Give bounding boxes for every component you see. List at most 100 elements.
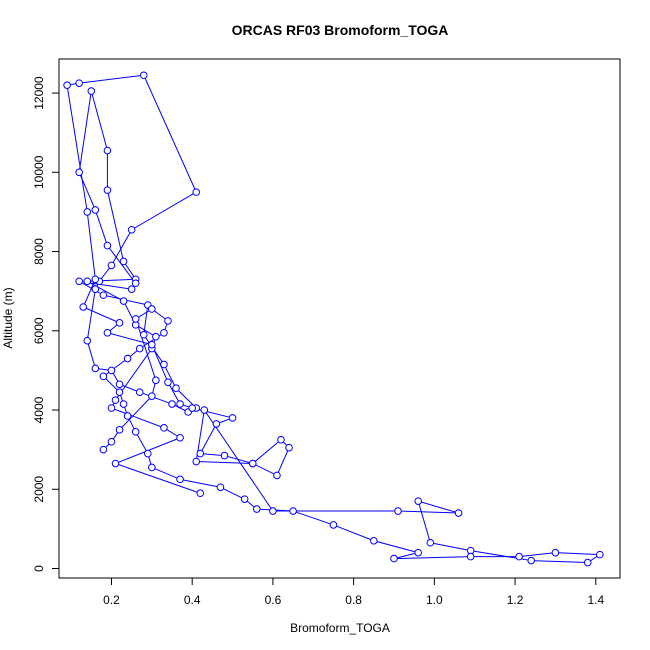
series-segment <box>373 540 419 554</box>
data-point <box>192 188 201 196</box>
y-axis: 0 2000 4000 6000 8000 10000 12000 <box>32 76 60 572</box>
data-point <box>228 414 237 422</box>
series-segment <box>94 209 108 246</box>
data-point <box>426 538 435 547</box>
data-point <box>123 412 132 420</box>
data-point <box>83 277 92 286</box>
x-axis: 0.2 0.4 0.6 0.8 1.0 1.2 1.4 <box>103 577 604 607</box>
series-segment <box>163 364 177 389</box>
y-tick-label: 2000 <box>32 476 46 503</box>
series-segment <box>200 453 225 457</box>
series-segment <box>86 289 96 341</box>
series-segment <box>393 556 471 560</box>
x-axis-label: Bromoform_TOGA <box>290 621 390 635</box>
data-point <box>148 392 156 400</box>
y-tick-label: 0 <box>32 565 46 572</box>
data-series <box>63 71 604 567</box>
data-point <box>103 186 112 194</box>
data-point <box>119 257 128 266</box>
data-point <box>454 509 463 517</box>
series-segment <box>79 74 144 84</box>
series-segment <box>135 324 157 338</box>
data-point <box>87 87 96 95</box>
series-segment <box>66 85 88 213</box>
series-segment <box>143 75 197 193</box>
data-point <box>160 424 168 432</box>
data-point <box>127 285 136 293</box>
data-point <box>131 279 140 288</box>
data-point <box>139 330 148 339</box>
series-segment <box>90 90 108 151</box>
data-point <box>91 364 100 373</box>
series-segment <box>131 191 197 231</box>
data-point <box>103 146 112 155</box>
data-point <box>111 459 120 468</box>
data-point <box>252 505 261 513</box>
data-point <box>196 449 205 458</box>
series-segment <box>139 391 173 405</box>
y-axis-label: Altitude (m) <box>1 287 15 348</box>
data-point <box>160 328 168 337</box>
data-point <box>551 548 560 557</box>
data-point <box>216 483 225 492</box>
data-point <box>466 552 475 561</box>
data-point <box>99 445 108 454</box>
series-segment <box>179 478 221 488</box>
series-segment <box>417 501 431 543</box>
data-point <box>370 536 378 545</box>
data-point <box>269 507 277 515</box>
x-tick-label: 0.6 <box>265 593 282 607</box>
data-point <box>168 400 176 408</box>
series-segment <box>111 407 165 429</box>
data-point <box>91 206 100 214</box>
data-point <box>115 380 124 389</box>
data-point <box>115 388 124 396</box>
data-point <box>176 433 184 442</box>
data-point <box>127 225 136 234</box>
series-segment <box>103 358 128 377</box>
data-point <box>119 297 128 305</box>
data-point <box>119 400 128 408</box>
data-point <box>148 340 156 349</box>
data-point <box>103 328 112 337</box>
data-point <box>131 428 140 436</box>
series-segment <box>220 486 245 500</box>
x-tick-label: 1.2 <box>507 593 524 607</box>
series-segment <box>252 463 278 476</box>
series-segment <box>252 439 282 464</box>
data-point <box>596 550 604 559</box>
series-segment <box>82 279 96 308</box>
series-segment <box>83 306 120 324</box>
series-segment <box>86 211 96 280</box>
series-segment <box>393 552 419 560</box>
series-segment <box>135 431 149 454</box>
data-point <box>83 336 92 345</box>
data-point <box>99 372 108 381</box>
y-tick-label: 6000 <box>32 317 46 344</box>
series-segment <box>519 552 556 558</box>
chart-title: ORCAS RF03 Bromoform_TOGA <box>232 22 449 38</box>
series-segment <box>418 500 459 514</box>
data-point <box>131 315 140 323</box>
data-point <box>91 275 100 284</box>
data-point <box>192 457 201 466</box>
series-segment <box>333 524 374 542</box>
x-tick-label: 0.8 <box>345 593 362 607</box>
data-point <box>115 319 124 327</box>
data-point <box>212 420 221 428</box>
data-point <box>111 396 120 404</box>
series-segment <box>224 455 253 464</box>
data-point <box>172 384 180 393</box>
data-point <box>164 317 172 325</box>
data-point <box>75 277 83 286</box>
data-point <box>143 449 152 458</box>
data-point <box>196 489 205 498</box>
data-point <box>285 443 293 452</box>
data-point <box>148 463 156 472</box>
data-point <box>515 552 523 561</box>
series-segment <box>86 340 96 369</box>
series-segment <box>111 229 133 266</box>
data-point <box>75 168 83 177</box>
